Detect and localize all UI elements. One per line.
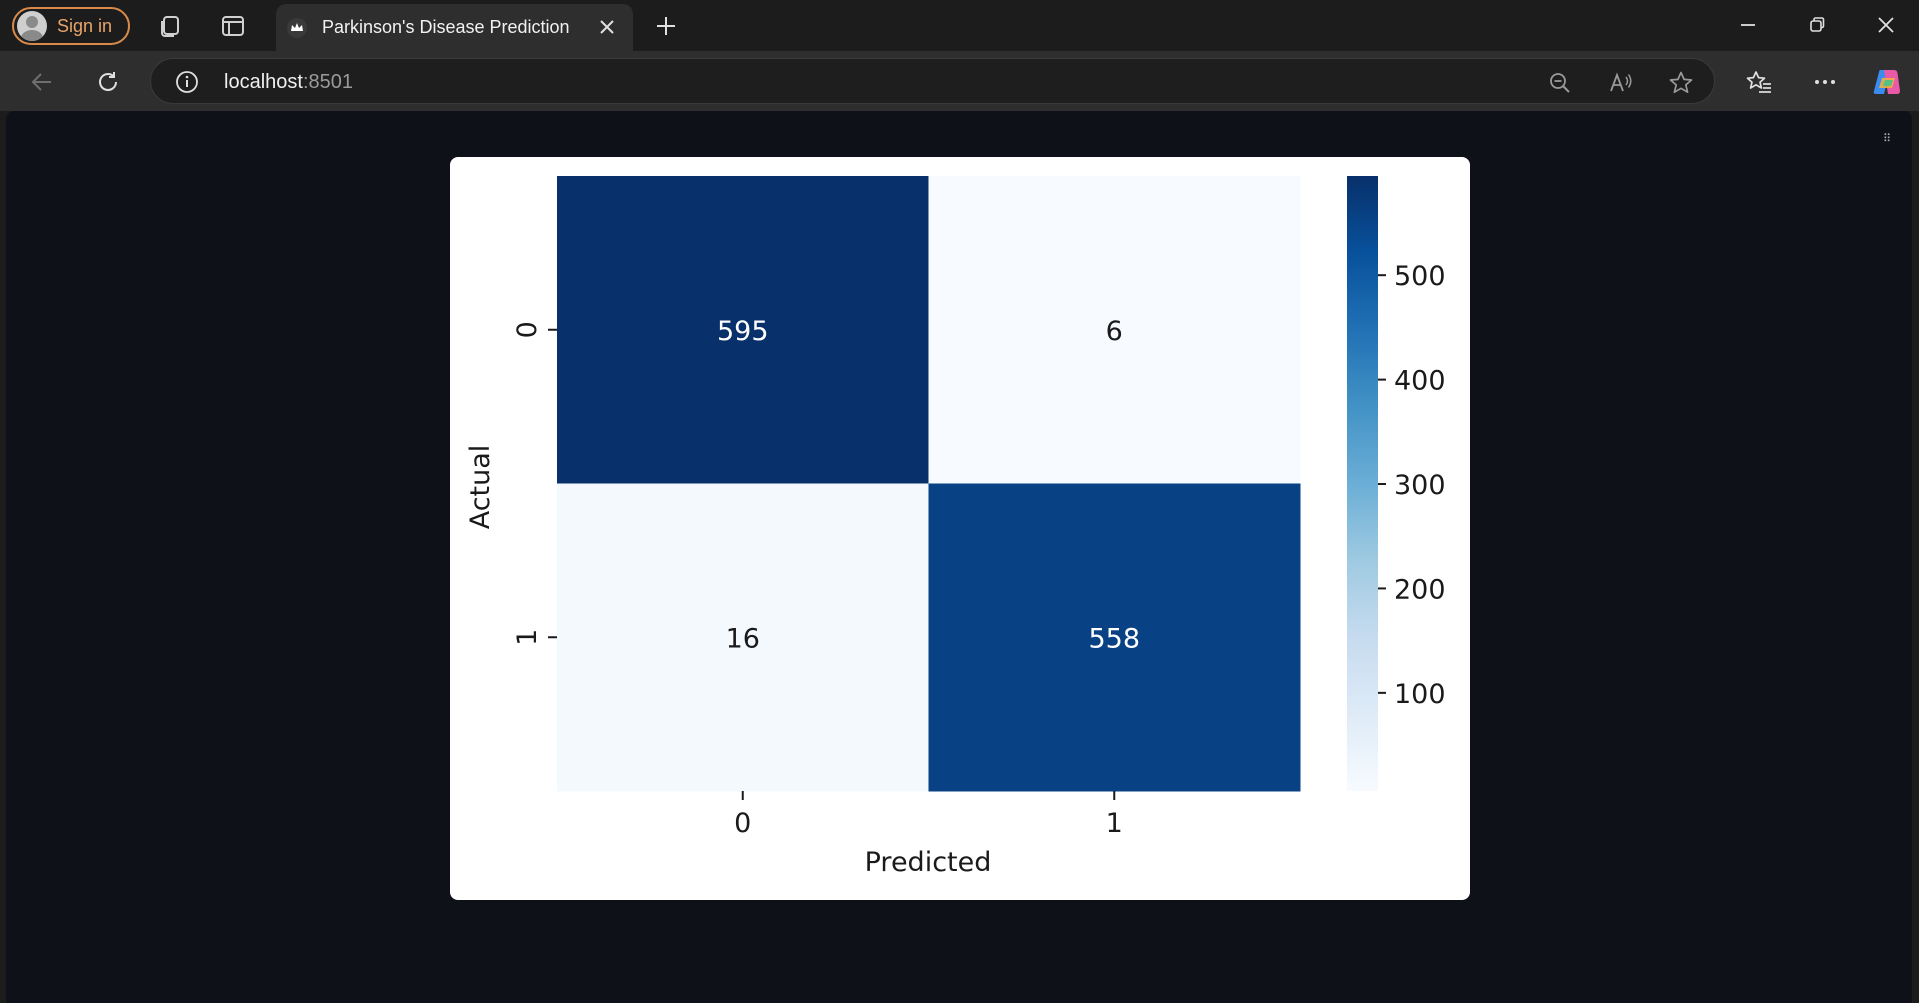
colorbar-ticks: 100 200 300 400 500 (1378, 261, 1446, 710)
copilot-icon[interactable] (1870, 65, 1904, 99)
y-axis-label: Actual (465, 445, 496, 530)
url-text[interactable]: localhost:8501 (224, 71, 353, 94)
colorbar-tick-label: 500 (1394, 261, 1446, 292)
heatmap-cells: 595 6 16 558 (557, 176, 1301, 792)
sign-in-label: Sign in (57, 15, 113, 36)
y-tick-label: 1 (512, 629, 543, 646)
tab-actions-icon[interactable] (217, 10, 249, 42)
cell-value-label: 595 (717, 316, 769, 347)
heatmap-cell (928, 176, 1301, 484)
colorbar-tick-label: 400 (1394, 366, 1446, 397)
back-arrow-icon[interactable] (25, 65, 59, 99)
active-tab[interactable]: Parkinson's Disease Prediction (276, 4, 633, 51)
x-axis-label: Predicted (865, 847, 992, 878)
collections-icon[interactable] (154, 10, 186, 42)
y-axis: 01 (512, 321, 557, 646)
drag-handle-icon[interactable]: ⠿ (1882, 132, 1892, 145)
cell-value-label: 16 (726, 623, 760, 654)
x-tick-label: 1 (1106, 808, 1123, 839)
more-options-icon[interactable] (1808, 65, 1842, 99)
tab-title: Parkinson's Disease Prediction (322, 17, 570, 37)
x-tick-label: 0 (734, 808, 751, 839)
restore-icon[interactable] (1797, 8, 1837, 42)
read-aloud-icon[interactable] (1607, 69, 1635, 97)
y-tick-label: 0 (512, 321, 543, 338)
favorites-icon[interactable] (1742, 65, 1776, 99)
cell-value-label: 6 (1106, 316, 1123, 347)
close-window-icon[interactable] (1866, 8, 1906, 42)
cell-value-label: 558 (1088, 623, 1140, 654)
url-host: localhost (224, 71, 303, 93)
avatar-icon (17, 11, 47, 41)
new-tab-plus-icon[interactable] (650, 10, 682, 42)
streamlit-crown-icon (286, 17, 308, 39)
url-port: :8501 (302, 71, 353, 93)
address-bar[interactable]: localhost:8501 (150, 58, 1715, 104)
favorite-star-icon[interactable] (1667, 69, 1695, 97)
colorbar-tick-label: 100 (1394, 679, 1446, 710)
browser-tab-bar: Sign in Parkinson's Disease Prediction (0, 0, 1919, 51)
colorbar-tick-label: 200 (1394, 574, 1446, 605)
sign-in-button[interactable]: Sign in (12, 7, 130, 45)
colorbar (1347, 176, 1378, 791)
colorbar-tick-label: 300 (1394, 470, 1446, 501)
heatmap-cell (557, 483, 929, 792)
heatmap-cell (557, 176, 929, 484)
site-info-icon[interactable] (175, 70, 199, 94)
heatmap-cell (928, 483, 1301, 792)
browser-toolbar: localhost:8501 (0, 51, 1919, 111)
zoom-out-icon[interactable] (1546, 69, 1574, 97)
reload-icon[interactable] (91, 65, 125, 99)
minimize-icon[interactable] (1728, 8, 1768, 42)
close-tab-icon[interactable] (595, 15, 619, 39)
